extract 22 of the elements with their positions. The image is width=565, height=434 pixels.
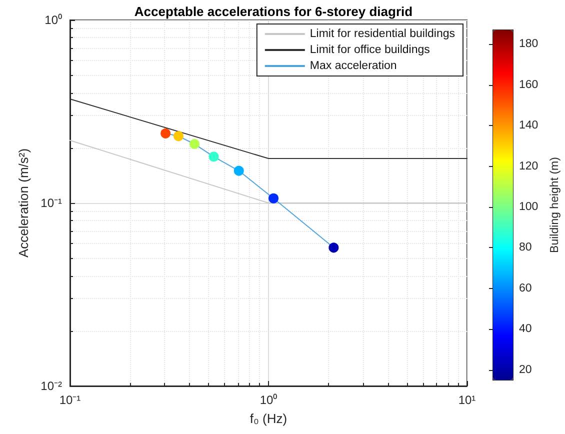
chart-title: Acceptable accelerations for 6-storey diagrid <box>134 4 413 19</box>
x-tick-label: 10¹ <box>458 393 476 407</box>
y-tick-label: 10⁻¹ <box>40 196 62 210</box>
legend-label: Limit for office buildings <box>310 44 430 56</box>
y-tick-label: 10⁰ <box>44 13 62 27</box>
color-bar-label: 60 <box>519 282 532 294</box>
y-axis-title: Acceleration (m/s²) <box>16 148 31 258</box>
color-bar-label: 40 <box>519 323 532 336</box>
legend-label: Limit for residential buildings <box>310 28 456 40</box>
color-bar-label: 20 <box>519 364 532 376</box>
x-tick-label: 10⁰ <box>260 393 278 407</box>
color-bar-label: 80 <box>519 242 532 254</box>
color-bar-label: 180 <box>519 38 538 50</box>
x-axis-title: f₀ (Hz) <box>250 411 288 426</box>
x-tick-label: 10⁻¹ <box>59 393 81 407</box>
legend-label: Max acceleration <box>310 60 397 72</box>
color-bar-title: Building height (m) <box>549 156 561 253</box>
color-bar-label: 140 <box>519 120 538 132</box>
color-bar-label: 160 <box>519 78 538 91</box>
color-bar-label: 120 <box>519 160 538 172</box>
color-bar-label: 100 <box>519 201 538 214</box>
y-tick-label: 10⁻² <box>40 379 62 393</box>
